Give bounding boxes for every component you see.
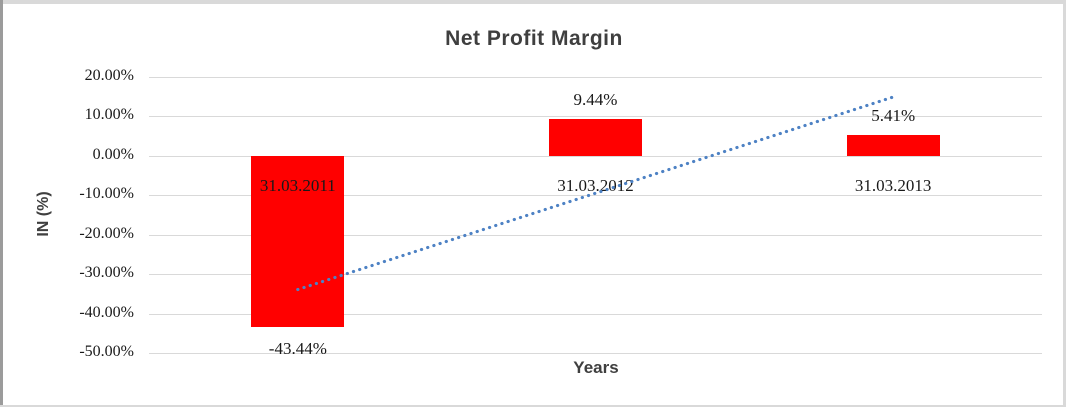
y-tick-label: -50.00%: [79, 343, 134, 360]
y-tick-label: -30.00%: [79, 264, 134, 282]
category-label: 31.03.2012: [557, 175, 634, 195]
y-tick-label: -10.00%: [79, 185, 134, 203]
gridline: [149, 313, 1042, 315]
gridline: [149, 195, 1042, 197]
category-label: 31.03.2011: [259, 175, 336, 195]
data-label: 5.41%: [871, 105, 916, 125]
data-label: -43.44%: [268, 339, 327, 359]
frame-border-right: [1063, 0, 1066, 407]
category-label: 31.03.2013: [854, 175, 932, 195]
y-tick-label: 20.00%: [84, 66, 134, 84]
gridline: [149, 155, 1042, 157]
y-tick-label: -40.00%: [79, 303, 134, 321]
gridline: [149, 353, 1042, 354]
chart-title: Net Profit Margin: [445, 27, 623, 50]
data-label: 9.44%: [573, 89, 618, 109]
gridline: [149, 274, 1042, 276]
bar-31.03.2012: [549, 118, 642, 156]
bar-31.03.2011: [251, 155, 345, 328]
gridline: [149, 76, 1042, 78]
x-axis-title: Years: [573, 358, 619, 377]
y-tick-label: -20.00%: [79, 224, 134, 242]
gridline: [149, 234, 1042, 236]
frame-border-left: [0, 0, 3, 407]
frame-border-top: [0, 0, 1066, 4]
frame-border-bottom: [0, 405, 1066, 407]
y-tick-label: 10.00%: [84, 106, 134, 124]
y-tick-label: 0.00%: [92, 145, 134, 163]
gridline: [149, 116, 1042, 118]
bar-31.03.2013: [846, 134, 940, 156]
